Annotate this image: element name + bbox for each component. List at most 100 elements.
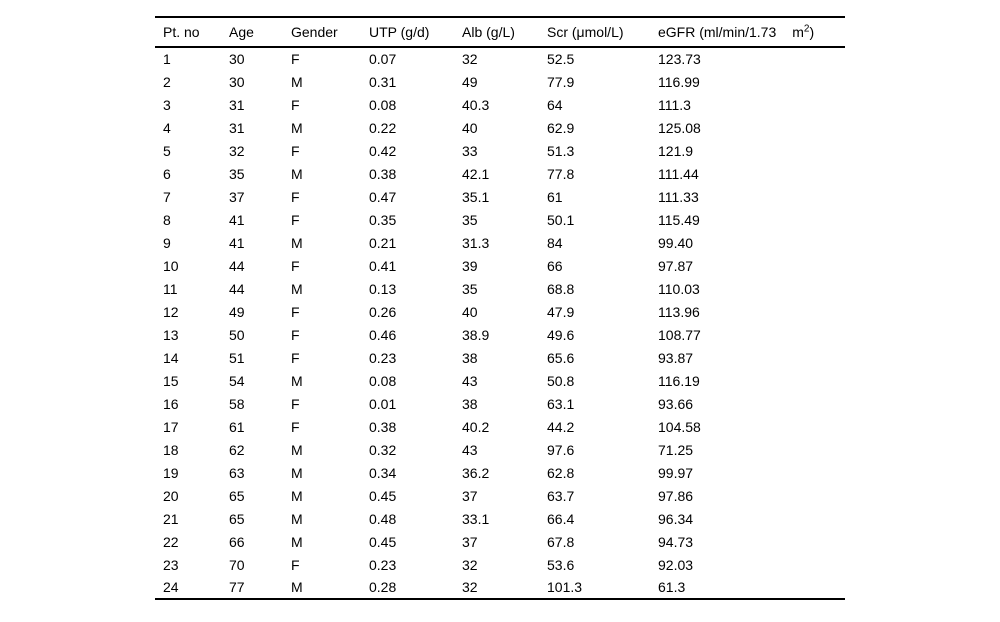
- cell-egfr: 93.87: [658, 349, 694, 366]
- cell-scr: 62.8: [547, 464, 575, 481]
- cell-egfr: 97.87: [658, 257, 694, 274]
- cell-egfr: 61.3: [658, 579, 686, 595]
- cell-scr: 47.9: [547, 303, 575, 320]
- cell-utp: 0.01: [369, 395, 397, 412]
- cell-pt-no: 8: [163, 211, 171, 228]
- column-header-egfr: eGFR (ml/min/1.73 m2): [658, 17, 845, 47]
- cell-alb: 38: [462, 349, 478, 366]
- cell-alb: 32: [462, 579, 478, 595]
- cell-gender: F: [291, 556, 300, 573]
- cell-alb: 37: [462, 487, 478, 504]
- cell-age: 37: [229, 188, 245, 205]
- cell-age: 63: [229, 464, 245, 481]
- cell-pt-no: 16: [163, 395, 179, 412]
- cell-gender: M: [291, 579, 303, 595]
- cell-utp: 0.38: [369, 165, 397, 182]
- cell-scr: 50.8: [547, 372, 575, 389]
- cell-egfr: 111.33: [658, 188, 699, 205]
- cell-gender: M: [291, 119, 303, 136]
- cell-pt-no: 5: [163, 142, 171, 159]
- cell-scr: 84: [547, 234, 563, 251]
- table-row: 24 77 M 0.28 32 101.3 61.3: [155, 576, 845, 599]
- table-header: Pt. no Age Gender UTP (g/d) Alb (g/L) Sc…: [155, 17, 845, 47]
- cell-age: 30: [229, 51, 245, 67]
- cell-gender: M: [291, 165, 303, 182]
- cell-alb: 40.2: [462, 418, 490, 435]
- cell-gender: F: [291, 326, 300, 343]
- cell-scr: 65.6: [547, 349, 575, 366]
- cell-utp: 0.23: [369, 556, 397, 573]
- column-header-scr: Scr (μmol/L): [547, 24, 624, 40]
- table-row: 14 51 F 0.23 38 65.6 93.87: [155, 346, 845, 369]
- cell-scr: 44.2: [547, 418, 575, 435]
- cell-age: 30: [229, 73, 245, 90]
- cell-age: 31: [229, 96, 245, 113]
- column-header-gender: Gender: [291, 24, 338, 40]
- cell-utp: 0.42: [369, 142, 397, 159]
- column-header-pt-no: Pt. no: [163, 24, 200, 40]
- cell-age: 44: [229, 280, 245, 297]
- cell-pt-no: 13: [163, 326, 179, 343]
- table-row: 21 65 M 0.48 33.1 66.4 96.34: [155, 507, 845, 530]
- cell-alb: 39: [462, 257, 478, 274]
- cell-alb: 43: [462, 441, 478, 458]
- cell-egfr: 94.73: [658, 533, 694, 550]
- cell-utp: 0.22: [369, 119, 397, 136]
- cell-pt-no: 15: [163, 372, 179, 389]
- table-row: 22 66 M 0.45 37 67.8 94.73: [155, 530, 845, 553]
- cell-pt-no: 14: [163, 349, 179, 366]
- cell-alb: 35: [462, 211, 478, 228]
- cell-utp: 0.46: [369, 326, 397, 343]
- cell-egfr: 96.34: [658, 510, 694, 527]
- cell-alb: 49: [462, 73, 478, 90]
- table-body: 1 30 F 0.07 32 52.5 123.73 2 30 M 0.31 49 77.9 116.99…: [155, 47, 845, 599]
- cell-age: 50: [229, 326, 245, 343]
- cell-alb: 40: [462, 119, 478, 136]
- cell-egfr: 125.08: [658, 119, 701, 136]
- cell-pt-no: 23: [163, 556, 179, 573]
- cell-age: 54: [229, 372, 245, 389]
- table-row: 17 61 F 0.38 40.2 44.2 104.58: [155, 415, 845, 438]
- cell-scr: 64: [547, 96, 563, 113]
- cell-gender: F: [291, 96, 300, 113]
- table-row: 18 62 M 0.32 43 97.6 71.25: [155, 438, 845, 461]
- cell-gender: M: [291, 441, 303, 458]
- cell-alb: 38.9: [462, 326, 490, 343]
- cell-pt-no: 10: [163, 257, 179, 274]
- cell-utp: 0.07: [369, 51, 397, 67]
- cell-scr: 50.1: [547, 211, 575, 228]
- cell-age: 44: [229, 257, 245, 274]
- cell-gender: M: [291, 372, 303, 389]
- cell-scr: 52.5: [547, 51, 575, 67]
- cell-alb: 33: [462, 142, 478, 159]
- cell-age: 70: [229, 556, 245, 573]
- cell-scr: 67.8: [547, 533, 575, 550]
- cell-scr: 53.6: [547, 556, 575, 573]
- cell-age: 62: [229, 441, 245, 458]
- cell-utp: 0.47: [369, 188, 397, 205]
- cell-pt-no: 17: [163, 418, 179, 435]
- patient-data-table: Pt. no Age Gender UTP (g/d) Alb (g/L) Sc…: [155, 16, 845, 600]
- patient-data-table-container: Pt. no Age Gender UTP (g/d) Alb (g/L) Sc…: [155, 16, 845, 600]
- cell-scr: 101.3: [547, 579, 583, 595]
- cell-gender: F: [291, 142, 300, 159]
- cell-pt-no: 22: [163, 533, 179, 550]
- cell-scr: 66: [547, 257, 563, 274]
- table-row: 23 70 F 0.23 32 53.6 92.03: [155, 553, 845, 576]
- cell-egfr: 111.44: [658, 165, 699, 182]
- cell-egfr: 93.66: [658, 395, 694, 412]
- table-row: 8 41 F 0.35 35 50.1 115.49: [155, 208, 845, 231]
- cell-utp: 0.08: [369, 96, 397, 113]
- table-row: 6 35 M 0.38 42.1 77.8 111.44: [155, 162, 845, 185]
- cell-utp: 0.08: [369, 372, 397, 389]
- cell-age: 65: [229, 487, 245, 504]
- cell-utp: 0.45: [369, 533, 397, 550]
- cell-egfr: 116.99: [658, 73, 700, 90]
- cell-age: 61: [229, 418, 245, 435]
- cell-age: 58: [229, 395, 245, 412]
- cell-gender: F: [291, 51, 300, 67]
- cell-pt-no: 6: [163, 165, 171, 182]
- cell-egfr: 110.03: [658, 280, 700, 297]
- cell-scr: 77.9: [547, 73, 575, 90]
- cell-gender: F: [291, 257, 300, 274]
